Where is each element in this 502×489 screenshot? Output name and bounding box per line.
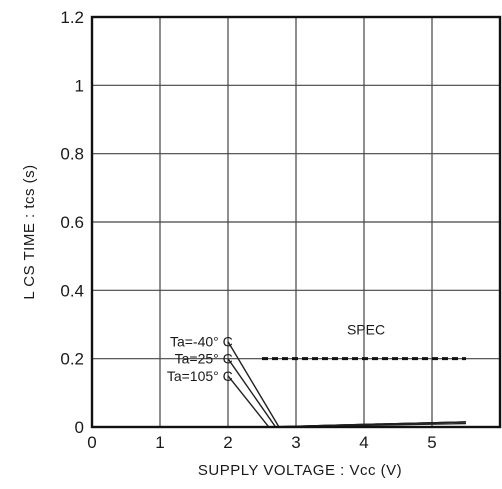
series-label-1: Ta=25° C <box>175 351 233 367</box>
y-tick-label: 0.6 <box>60 213 84 232</box>
series-label-2: Ta=105° C <box>167 368 233 384</box>
y-tick-label: 0 <box>75 418 84 437</box>
x-axis-title: SUPPLY VOLTAGE : Vcc (V) <box>198 462 402 479</box>
y-axis-title: L CS TIME : tcs (s) <box>21 164 38 299</box>
series-label-0: Ta=-40° C <box>170 334 233 350</box>
y-tick-labels: 0 0.2 0.4 0.6 0.8 1 1.2 <box>60 8 84 437</box>
x-tick-label: 3 <box>291 433 300 452</box>
series-line-1 <box>228 359 466 427</box>
x-tick-label: 4 <box>359 433 368 452</box>
series-layer <box>228 342 466 427</box>
series-labels: Ta=-40° CTa=25° CTa=105° C <box>167 334 233 384</box>
x-tick-label: 1 <box>155 433 164 452</box>
spec-label: SPEC <box>347 322 385 338</box>
x-tick-labels: 0 1 2 3 4 5 <box>87 433 436 452</box>
y-tick-label: 0.4 <box>60 281 84 300</box>
x-tick-label: 0 <box>87 433 96 452</box>
x-tick-label: 5 <box>427 433 436 452</box>
x-tick-label: 2 <box>223 433 232 452</box>
y-tick-label: 1 <box>75 76 84 95</box>
y-tick-label: 1.2 <box>60 8 84 27</box>
grid <box>92 17 500 427</box>
y-tick-label: 0.8 <box>60 145 84 164</box>
y-tick-label: 0.2 <box>60 350 84 369</box>
series-line-0 <box>228 342 466 427</box>
